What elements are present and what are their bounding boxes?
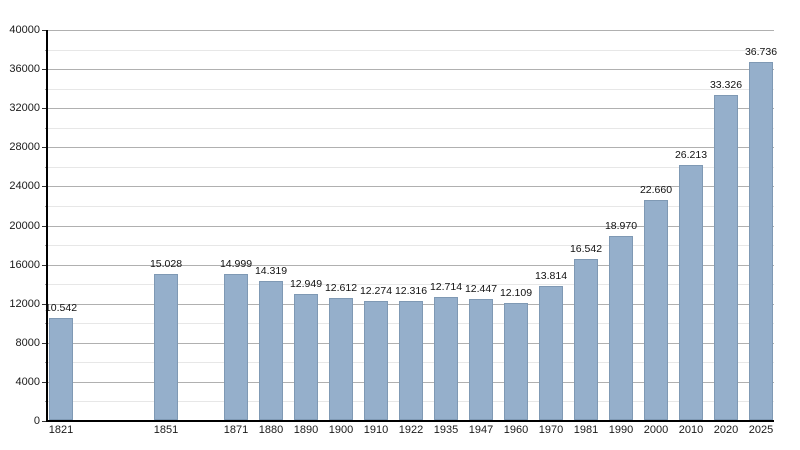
- gridline-minor: [48, 128, 774, 129]
- bar: [574, 259, 598, 420]
- gridline-minor: [48, 245, 774, 246]
- bar-value-label: 14.999: [219, 258, 253, 271]
- x-axis-label: 1910: [363, 424, 389, 436]
- bar: [49, 318, 73, 420]
- x-axis-label: 1947: [468, 424, 494, 436]
- bar: [259, 281, 283, 420]
- x-axis-label: 1990: [608, 424, 634, 436]
- y-axis-label: 36000: [9, 63, 40, 75]
- bar: [504, 302, 528, 420]
- y-axis-label: 24000: [9, 180, 40, 192]
- gridline-minor: [48, 284, 774, 285]
- x-axis-label: 1890: [293, 424, 319, 436]
- bar: [224, 274, 248, 420]
- bar-value-label: 12.109: [499, 286, 533, 299]
- bar-value-label: 36.736: [744, 45, 778, 58]
- x-axis-label: 1821: [48, 424, 74, 436]
- gridline-major: [48, 69, 774, 70]
- bar: [679, 164, 703, 420]
- gridline-major: [48, 226, 774, 227]
- y-axis-label: 20000: [9, 220, 40, 232]
- bar-value-label: 12.949: [289, 278, 323, 291]
- y-axis-major-tick: [42, 147, 48, 148]
- x-axis-label: 1981: [573, 424, 599, 436]
- x-axis-label: 2000: [643, 424, 669, 436]
- bar-value-label: 15.028: [149, 258, 183, 271]
- y-axis-label: 32000: [9, 102, 40, 114]
- x-axis-line: [46, 420, 774, 422]
- bar: [714, 95, 738, 420]
- gridline-minor: [48, 89, 774, 90]
- x-axis-label: 2010: [678, 424, 704, 436]
- bar: [294, 294, 318, 420]
- bar: [154, 274, 178, 420]
- y-axis-label: 28000: [9, 141, 40, 153]
- y-axis-major-tick: [42, 421, 48, 422]
- y-axis-label: 4000: [15, 376, 40, 388]
- y-axis-major-tick: [42, 382, 48, 383]
- y-axis-major-tick: [42, 343, 48, 344]
- bar-value-label: 22.660: [639, 183, 673, 196]
- bar: [399, 300, 423, 420]
- x-axis-label: 1851: [153, 424, 179, 436]
- x-axis-label: 1871: [223, 424, 249, 436]
- bar: [609, 235, 633, 420]
- y-axis-label: 0: [33, 415, 40, 427]
- bar-value-label: 12.612: [324, 281, 358, 294]
- bar: [329, 297, 353, 420]
- bar-value-label: 16.542: [569, 243, 603, 256]
- bar: [364, 301, 388, 420]
- gridline-major: [48, 186, 774, 187]
- bar-value-label: 13.814: [534, 270, 568, 282]
- bar: [469, 299, 493, 420]
- gridline-minor: [48, 167, 774, 168]
- y-axis-major-tick: [42, 226, 48, 227]
- gridline-minor: [48, 206, 774, 207]
- gridline-major: [48, 265, 774, 266]
- bar: [749, 61, 773, 420]
- gridline-major: [48, 30, 774, 31]
- bar-value-label: 12.316: [394, 284, 428, 297]
- y-axis-major-tick: [42, 69, 48, 70]
- gridline-major: [48, 147, 774, 148]
- y-axis-major-tick: [42, 265, 48, 266]
- bar-value-label: 12.714: [429, 280, 463, 293]
- y-axis-major-tick: [42, 108, 48, 109]
- y-axis-major-tick: [42, 186, 48, 187]
- x-axis-label: 1900: [328, 424, 354, 436]
- x-axis-label: 1922: [398, 424, 424, 436]
- y-axis-label: 40000: [9, 24, 40, 36]
- bar: [434, 296, 458, 420]
- bar: [644, 199, 668, 420]
- bar-value-label: 12.447: [464, 283, 498, 296]
- bar-value-label: 26.213: [674, 148, 708, 161]
- y-axis-label: 16000: [9, 259, 40, 271]
- bar-value-label: 33.326: [709, 79, 743, 92]
- y-axis-label: 8000: [15, 337, 40, 349]
- x-axis-label: 1970: [538, 424, 564, 436]
- x-axis-label: 1960: [503, 424, 529, 436]
- x-axis-label: 1935: [433, 424, 459, 436]
- x-axis-label: 2020: [713, 424, 739, 436]
- gridline-major: [48, 108, 774, 109]
- y-axis-major-tick: [42, 304, 48, 305]
- bar-value-label: 14.319: [254, 265, 288, 277]
- bar-value-label: 18.970: [604, 219, 638, 232]
- x-axis-label: 2025: [748, 424, 774, 436]
- bar-value-label: 10.542: [44, 302, 78, 314]
- bar-value-label: 12.274: [359, 285, 393, 297]
- y-axis-label: 12000: [9, 298, 40, 310]
- gridline-minor: [48, 50, 774, 51]
- bar: [539, 286, 563, 420]
- y-axis-major-tick: [42, 30, 48, 31]
- y-axis-line: [46, 30, 48, 422]
- x-axis-label: 1880: [258, 424, 284, 436]
